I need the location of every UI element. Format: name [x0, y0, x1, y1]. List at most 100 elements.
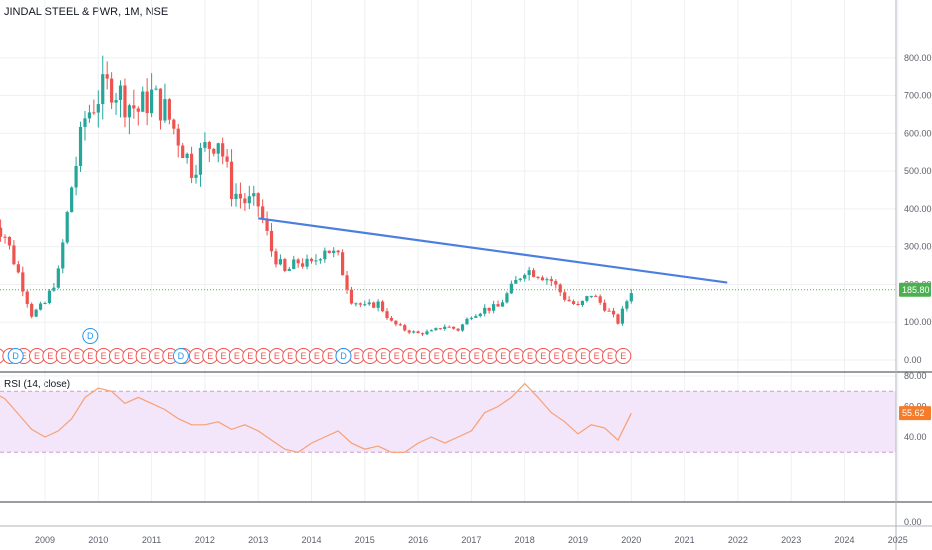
- candle-body: [487, 307, 491, 311]
- candle-body: [114, 100, 118, 103]
- x-tick-label: 2024: [834, 535, 854, 545]
- candle-body: [305, 258, 309, 267]
- candle-body: [536, 276, 540, 278]
- earnings-marker-label: E: [420, 351, 426, 361]
- candle-body: [7, 236, 12, 246]
- candle-body: [345, 275, 349, 290]
- earnings-marker-label: E: [234, 351, 240, 361]
- earnings-marker-label: E: [167, 351, 173, 361]
- dividend-marker[interactable]: [7, 348, 24, 364]
- dividend-marker-label: D: [12, 351, 19, 361]
- candle-body: [61, 242, 65, 269]
- trendline-layer[interactable]: [258, 217, 728, 284]
- dividend-marker[interactable]: [82, 328, 99, 344]
- candle-body: [314, 260, 318, 262]
- candle-body: [625, 301, 629, 309]
- x-tick-label: 2022: [728, 535, 748, 545]
- candle-body: [78, 126, 83, 166]
- rsi-pane-label: RSI (14, close): [4, 379, 71, 390]
- candle-body: [203, 142, 207, 148]
- candle-body: [420, 333, 425, 335]
- candle-body: [21, 272, 25, 292]
- earnings-marker-label: E: [460, 351, 466, 361]
- candle-body: [252, 193, 256, 197]
- candle-body: [563, 292, 567, 300]
- candle-body: [603, 302, 607, 311]
- last-price-label: 185.80: [902, 285, 930, 295]
- earnings-marker-label: E: [141, 351, 147, 361]
- candle-body: [92, 112, 96, 114]
- candle-body: [483, 307, 487, 314]
- candle-body: [123, 85, 127, 118]
- candle-body: [212, 148, 216, 154]
- candle-body: [594, 295, 598, 297]
- candle-body: [443, 326, 447, 330]
- candle-body: [154, 88, 158, 90]
- candle-body: [278, 259, 283, 265]
- candle-body: [296, 259, 300, 264]
- candle-body: [189, 153, 194, 178]
- candle-body: [70, 187, 74, 213]
- candle-body: [372, 302, 376, 308]
- candle-body: [47, 290, 52, 303]
- candle-body: [283, 259, 287, 271]
- candle-body: [118, 85, 123, 101]
- earnings-marker-label: E: [580, 351, 586, 361]
- candle-body: [585, 296, 589, 301]
- candle-body: [380, 301, 385, 312]
- candle-body: [425, 331, 429, 335]
- candle-body: [56, 268, 60, 288]
- candle-body: [74, 165, 78, 188]
- x-tick-label: 2009: [35, 535, 55, 545]
- candle-body: [469, 317, 473, 319]
- candle-body: [83, 118, 87, 127]
- candle-body: [132, 105, 136, 109]
- earnings-marker-label: E: [487, 351, 493, 361]
- candle-body: [150, 89, 154, 114]
- price-y-tick-label: 400.00: [904, 204, 932, 214]
- candle-body: [332, 250, 336, 254]
- dividend-marker[interactable]: [172, 348, 189, 364]
- earnings-marker-label: E: [314, 351, 320, 361]
- candle-body: [447, 326, 451, 328]
- earnings-marker[interactable]: [615, 348, 632, 364]
- candle-body: [505, 293, 509, 303]
- candle-body: [176, 128, 180, 146]
- dividend-marker[interactable]: [335, 348, 352, 364]
- earnings-marker-label: E: [74, 351, 80, 361]
- candle-body: [16, 264, 20, 273]
- candle-body: [221, 143, 225, 157]
- price-y-tick-label: 800.00: [904, 53, 932, 63]
- candle-body: [167, 99, 171, 120]
- candle-body: [514, 279, 518, 284]
- candle-body: [265, 219, 269, 231]
- candle-body: [38, 303, 43, 310]
- price-y-tick-label: 500.00: [904, 166, 932, 176]
- candle-body: [274, 251, 278, 265]
- x-tick-label: 2017: [461, 535, 481, 545]
- x-tick-label: 2023: [781, 535, 801, 545]
- earnings-marker-label: E: [127, 351, 133, 361]
- candle-body: [292, 259, 296, 269]
- candle-body: [198, 147, 203, 175]
- earnings-marker-label: E: [607, 351, 613, 361]
- candle-body: [571, 301, 576, 304]
- candle-body: [620, 308, 625, 324]
- candle-body: [287, 268, 291, 271]
- trendline[interactable]: [258, 217, 728, 284]
- candle-body: [194, 174, 198, 178]
- candle-body: [349, 289, 354, 304]
- earnings-marker-label: E: [540, 351, 546, 361]
- candle-body: [323, 250, 327, 260]
- candle-body: [25, 291, 29, 304]
- candle-body: [460, 324, 465, 331]
- dividend-marker-label: D: [340, 351, 347, 361]
- candle-body: [185, 153, 189, 159]
- price-y-tick-label: 700.00: [904, 91, 932, 101]
- x-tick-label: 2010: [88, 535, 108, 545]
- x-tick-label: 2018: [515, 535, 535, 545]
- candle-body: [478, 313, 482, 317]
